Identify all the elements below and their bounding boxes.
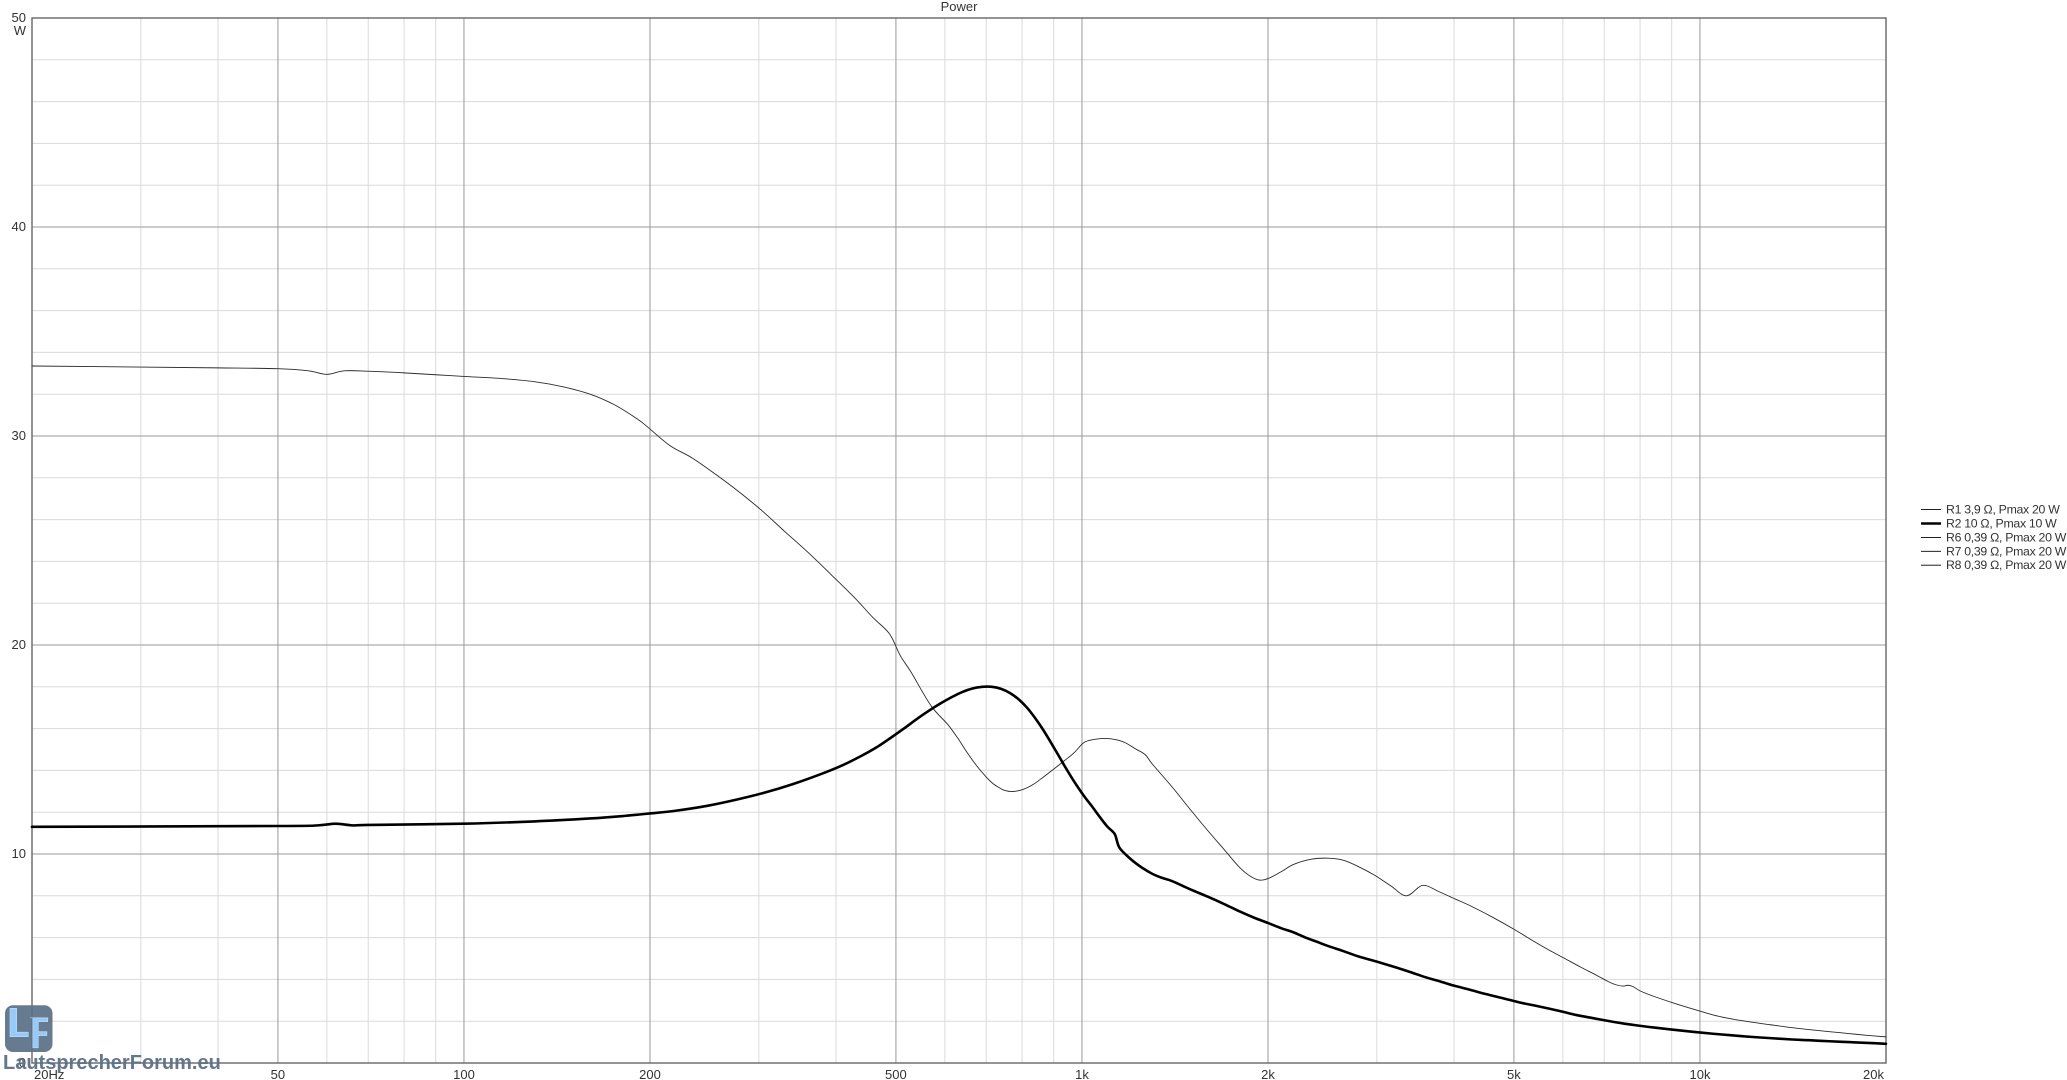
- svg-text:5k: 5k: [1507, 1067, 1521, 1080]
- svg-text:200: 200: [639, 1067, 661, 1080]
- svg-text:W: W: [14, 23, 27, 38]
- svg-text:50: 50: [271, 1067, 285, 1080]
- svg-text:LautsprecherForum.eu: LautsprecherForum.eu: [3, 1052, 221, 1074]
- svg-text:10: 10: [12, 846, 26, 861]
- svg-text:100: 100: [453, 1067, 475, 1080]
- svg-text:R8 0,39 Ω, Pmax 20 W: R8 0,39 Ω, Pmax 20 W: [1946, 558, 2067, 572]
- svg-text:R1 3,9 Ω, Pmax 20 W: R1 3,9 Ω, Pmax 20 W: [1946, 503, 2060, 517]
- svg-text:R7 0,39 Ω, Pmax 20 W: R7 0,39 Ω, Pmax 20 W: [1946, 544, 2067, 558]
- svg-text:40: 40: [12, 219, 26, 234]
- svg-text:2k: 2k: [1261, 1067, 1275, 1080]
- svg-text:10k: 10k: [1690, 1067, 1711, 1080]
- svg-text:20k: 20k: [1863, 1067, 1884, 1080]
- svg-text:1k: 1k: [1075, 1067, 1089, 1080]
- svg-text:20: 20: [12, 637, 26, 652]
- svg-text:R2 10 Ω, Pmax 10 W: R2 10 Ω, Pmax 10 W: [1946, 517, 2057, 531]
- svg-text:500: 500: [885, 1067, 907, 1080]
- svg-text:Power: Power: [941, 0, 979, 14]
- svg-text:R6 0,39 Ω, Pmax 20 W: R6 0,39 Ω, Pmax 20 W: [1946, 530, 2067, 544]
- svg-text:30: 30: [12, 428, 26, 443]
